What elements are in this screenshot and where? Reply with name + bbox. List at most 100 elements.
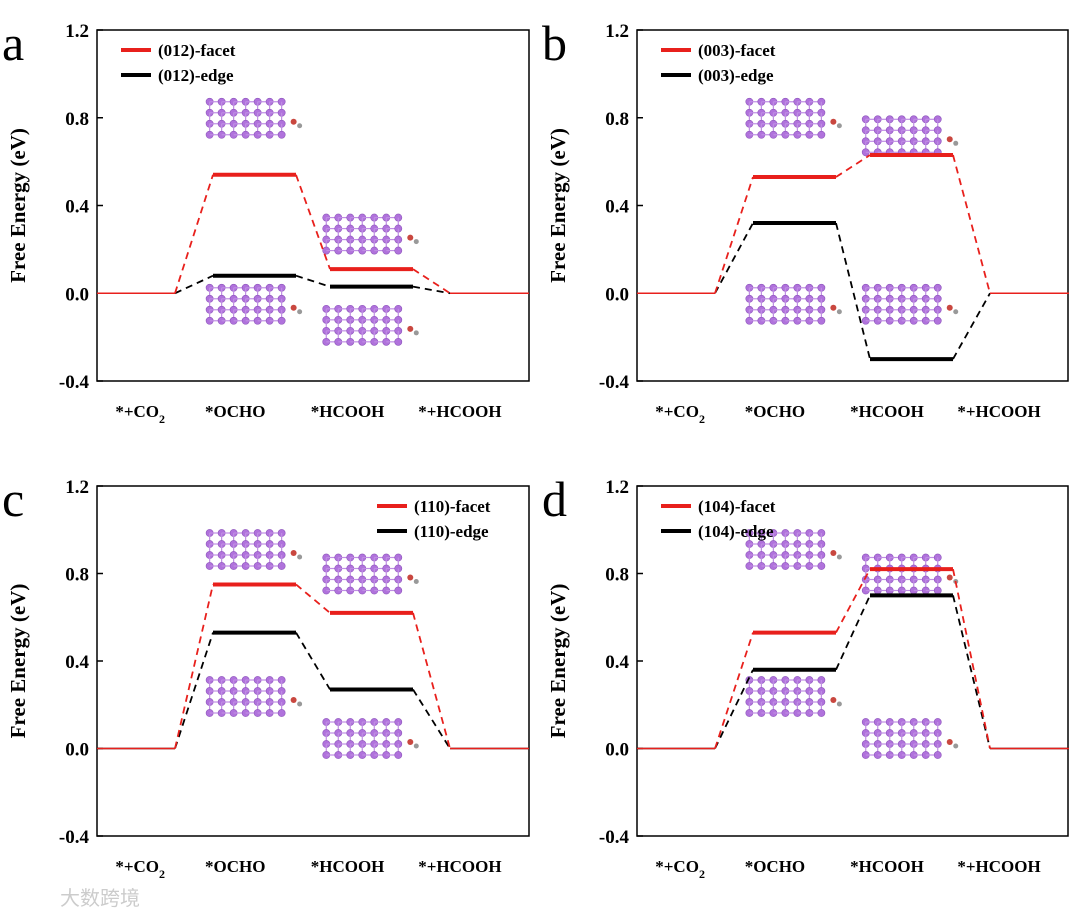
crystal-structure-inset — [745, 676, 842, 717]
atom — [817, 130, 826, 139]
series-(104)-facet — [637, 567, 1069, 750]
atom — [394, 751, 403, 759]
y-axis-label: Free Energy (eV) — [6, 584, 30, 739]
crystal-structure-inset — [861, 115, 959, 157]
x-category-label: *OCHO — [205, 857, 265, 876]
y-axis-label: Free Energy (eV) — [6, 128, 30, 283]
x-category-label: *+HCOOH — [418, 857, 501, 876]
adsorbate-atom — [407, 574, 414, 581]
transition-connector — [835, 595, 871, 671]
atom — [933, 586, 942, 595]
adsorbate-atom — [836, 309, 842, 315]
x-category-label: *+CO2 — [655, 402, 705, 426]
legend-label: (012)-facet — [158, 41, 236, 60]
adsorbate-atom — [953, 309, 959, 315]
atom — [277, 130, 286, 139]
adsorbate-atom — [953, 743, 959, 749]
adsorbate-atom — [290, 550, 297, 556]
transition-connector — [714, 176, 754, 294]
adsorbate-atom — [946, 304, 953, 311]
crystal-structure-inset — [322, 553, 419, 595]
x-category-label: *HCOOH — [850, 402, 924, 421]
adsorbate-atom — [413, 743, 419, 749]
transition-connector — [174, 174, 214, 294]
y-tick-label: 0.8 — [605, 109, 629, 130]
legend-label: (110)-facet — [414, 497, 491, 516]
crystal-structure-inset — [745, 97, 842, 139]
legend-label: (104)-facet — [698, 497, 776, 516]
panel-label: c — [2, 471, 24, 527]
adsorbate-atom — [836, 554, 842, 560]
x-category-label: *+CO2 — [115, 402, 165, 426]
crystal-structure-inset — [205, 97, 303, 139]
series-(012)-edge — [97, 273, 529, 295]
adsorbate-atom — [413, 579, 419, 584]
y-axis-label: Free Energy (eV) — [546, 584, 570, 739]
transition-connector — [174, 274, 214, 295]
x-category-label: *+HCOOH — [957, 857, 1040, 876]
watermark: 大数跨境 — [60, 886, 140, 910]
transition-connector — [295, 632, 331, 690]
panel-b: 1.2 0.8 0.4 0.0 -0.4 Free Energy (eV) b *+CO2 *O… — [542, 15, 1069, 426]
legend-label: (110)-edge — [414, 522, 489, 541]
x-category-label: *+CO2 — [655, 857, 705, 881]
x-category-label: *+CO2 — [115, 857, 165, 881]
y-tick-label: 1.2 — [65, 21, 89, 42]
adsorbate-atom — [836, 123, 842, 129]
atom — [277, 562, 286, 570]
adsorbate-atom — [297, 701, 303, 707]
adsorbate-atom — [836, 701, 842, 707]
adsorbate-atom — [830, 304, 837, 311]
crystal-structure-inset — [861, 553, 959, 595]
transition-connector — [714, 669, 754, 749]
atom — [394, 246, 403, 255]
legend-label: (012)-edge — [158, 66, 234, 85]
y-tick-label: 0.4 — [65, 652, 89, 673]
x-category-label: *OCHO — [745, 402, 805, 421]
series-(003)-edge — [637, 221, 1069, 362]
series-(110)-edge — [97, 630, 529, 750]
x-category-label: *HCOOH — [311, 857, 385, 876]
atom — [277, 316, 286, 325]
adsorbate-atom — [830, 550, 837, 556]
y-tick-label: -0.4 — [599, 372, 630, 393]
transition-connector — [952, 154, 991, 294]
x-category-label: *OCHO — [205, 402, 265, 421]
y-tick-label: 0.4 — [605, 197, 629, 218]
adsorbate-atom — [413, 330, 419, 336]
subscript: 2 — [159, 867, 165, 881]
y-tick-label: 1.2 — [605, 21, 629, 42]
adsorbate-atom — [413, 239, 419, 245]
crystal-structure-inset — [205, 529, 303, 570]
adsorbate-atom — [297, 309, 303, 315]
crystal-structure-inset — [322, 213, 419, 255]
panel-a: 1.2 0.8 0.4 0.0 -0.4 Free Energy (eV) a *+CO2 *O… — [2, 15, 530, 426]
series-(110)-facet — [97, 582, 529, 750]
crystal-structure-inset — [861, 718, 959, 759]
subscript: 2 — [159, 412, 165, 426]
y-tick-label: 1.2 — [65, 477, 89, 498]
adsorbate-atom — [946, 136, 953, 143]
transition-connector — [295, 274, 331, 288]
atom — [817, 709, 826, 717]
adsorbate-atom — [830, 697, 837, 703]
crystal-structure-inset — [745, 283, 842, 325]
atom — [817, 316, 826, 325]
y-tick-label: 0.4 — [605, 652, 629, 673]
adsorbate-atom — [290, 304, 297, 311]
transition-connector — [174, 584, 214, 749]
y-tick-label: 0.8 — [605, 565, 629, 586]
subscript: 2 — [699, 412, 705, 426]
crystal-structure-inset — [322, 304, 419, 346]
transition-connector — [412, 268, 451, 295]
transition-connector — [714, 222, 754, 294]
adsorbate-atom — [297, 554, 303, 560]
y-tick-label: 0.0 — [65, 284, 89, 305]
y-tick-label: 0.0 — [605, 740, 629, 761]
series-(104)-edge — [637, 593, 1069, 750]
panel-d: 1.2 0.8 0.4 0.0 -0.4 Free Energy (eV) d *+CO2 *O… — [542, 471, 1069, 881]
transition-connector — [952, 595, 991, 749]
y-axis-label: Free Energy (eV) — [546, 128, 570, 283]
adsorbate-atom — [407, 739, 414, 745]
